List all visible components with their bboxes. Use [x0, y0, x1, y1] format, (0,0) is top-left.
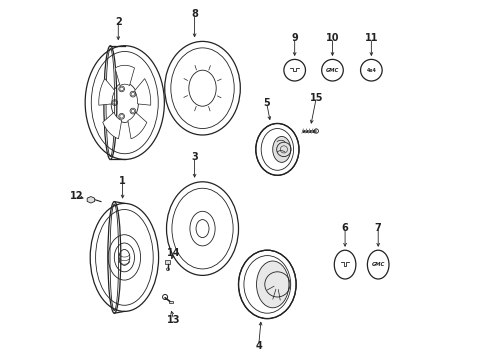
Text: 9: 9	[291, 33, 298, 43]
Polygon shape	[87, 197, 95, 203]
Text: 2: 2	[115, 17, 122, 27]
Text: 14: 14	[167, 248, 180, 258]
Polygon shape	[128, 112, 147, 139]
Polygon shape	[103, 112, 122, 139]
Polygon shape	[99, 78, 115, 105]
Polygon shape	[115, 65, 134, 85]
Polygon shape	[135, 78, 151, 105]
Text: 1: 1	[119, 176, 126, 186]
Text: 10: 10	[326, 33, 339, 43]
Text: 7: 7	[375, 222, 382, 233]
Text: 13: 13	[167, 315, 180, 325]
Text: 5: 5	[263, 98, 270, 108]
Text: 6: 6	[342, 222, 348, 233]
Text: 12: 12	[70, 191, 83, 201]
Text: 8: 8	[191, 9, 198, 19]
Text: 3: 3	[191, 152, 198, 162]
Text: GMC: GMC	[326, 68, 339, 73]
Text: 4x4: 4x4	[367, 68, 376, 73]
Bar	[169, 301, 172, 303]
Text: 15: 15	[310, 93, 323, 103]
Text: GMC: GMC	[371, 262, 385, 267]
Bar	[166, 260, 171, 264]
Text: 11: 11	[365, 33, 378, 43]
Ellipse shape	[273, 136, 291, 162]
Ellipse shape	[257, 261, 289, 308]
Text: 4: 4	[255, 341, 262, 351]
